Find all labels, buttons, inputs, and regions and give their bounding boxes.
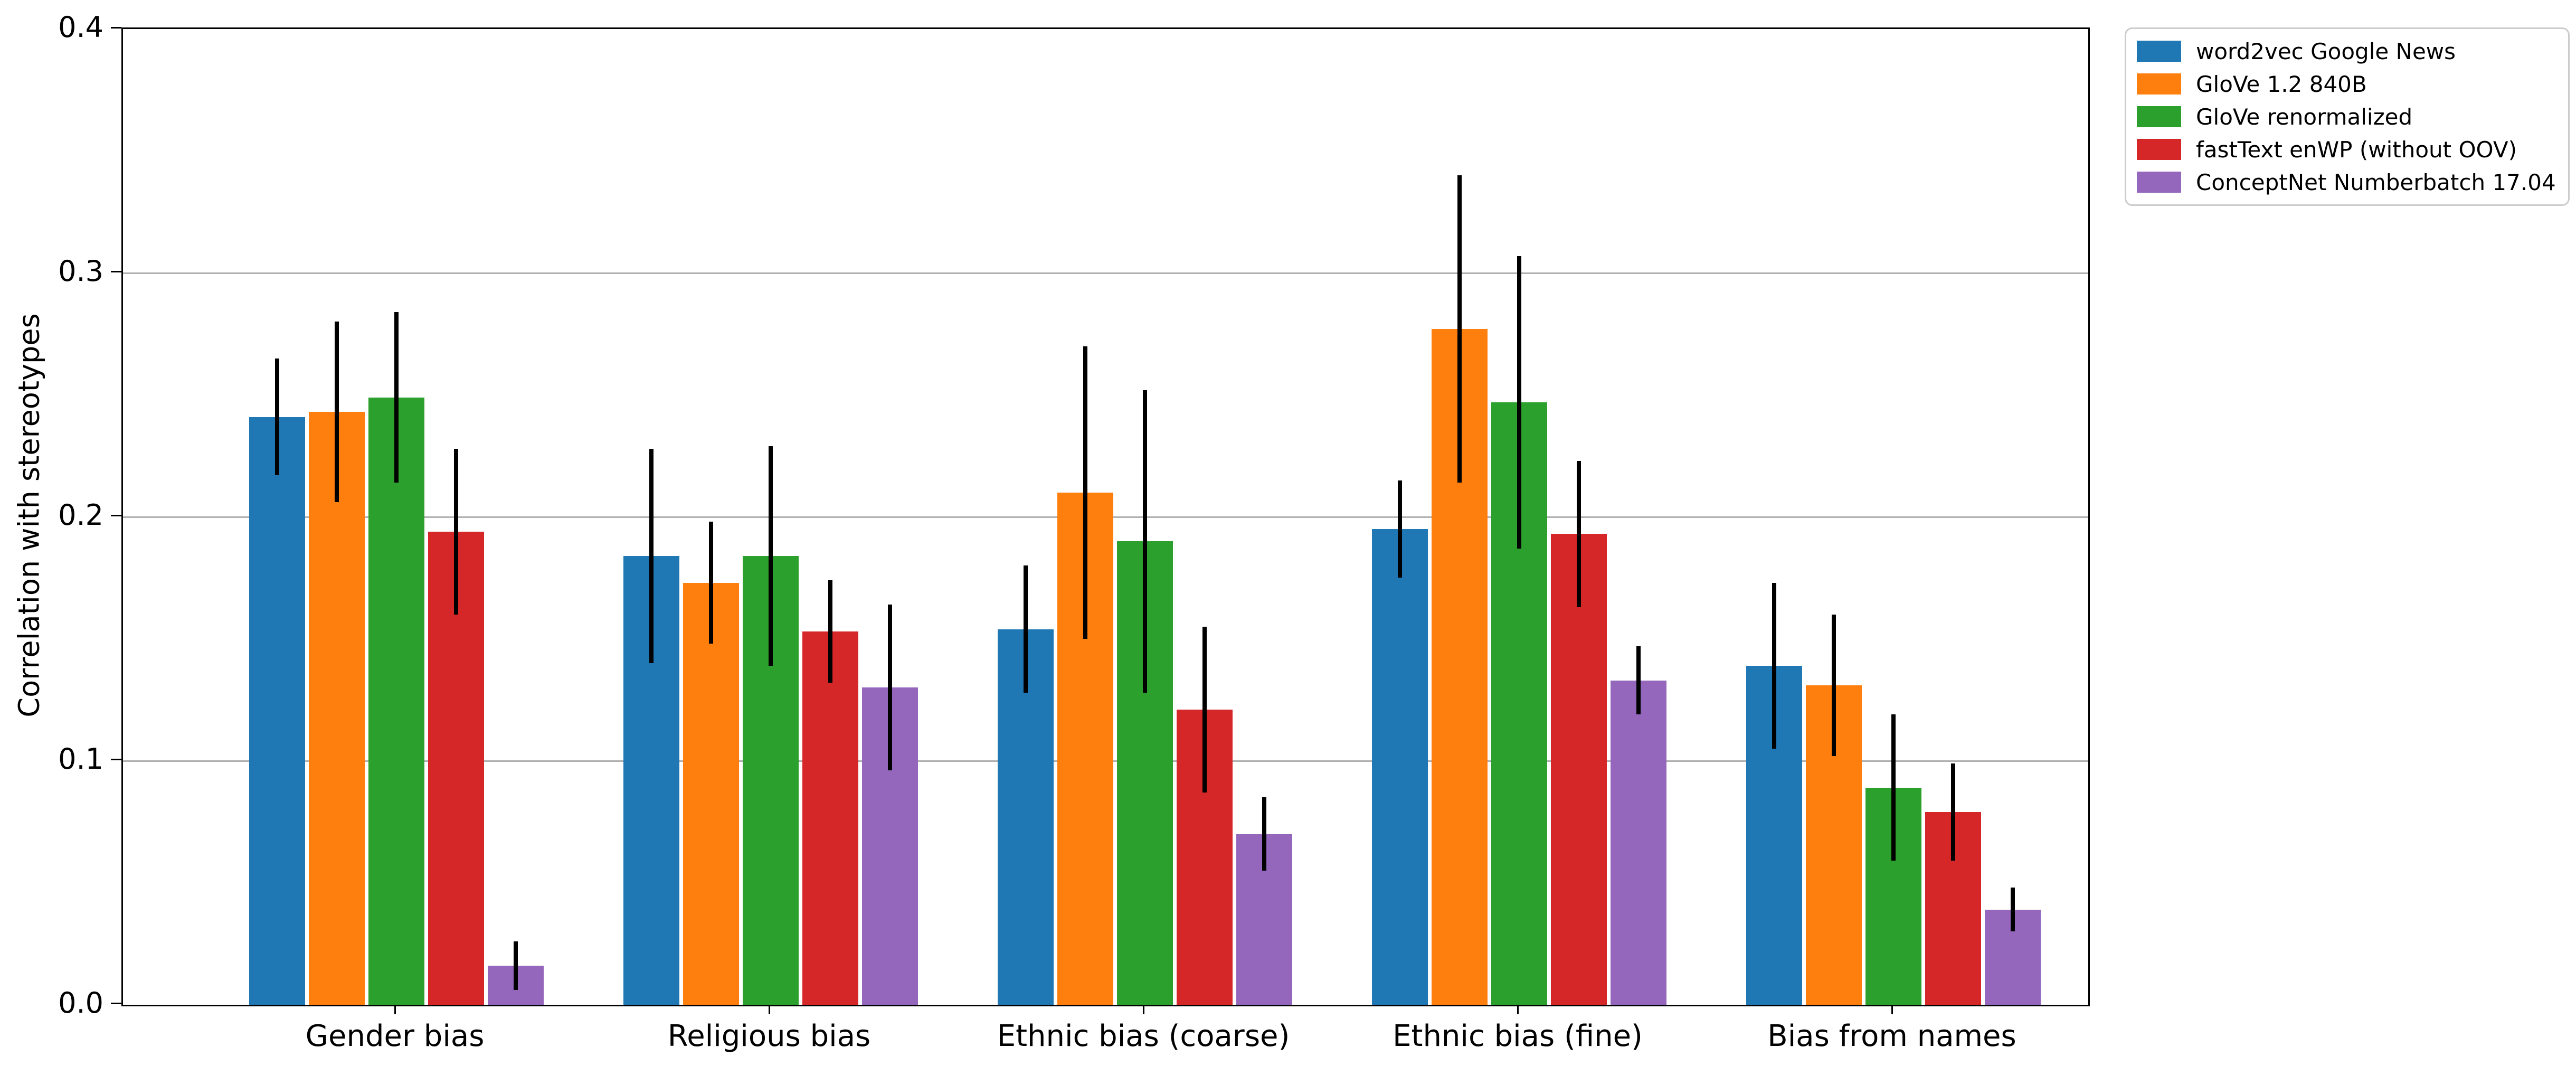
error-bar <box>2011 888 2015 932</box>
x-tick-mark-1 <box>394 1005 396 1014</box>
legend-swatch-icon <box>2137 73 2181 95</box>
y-tick-label-0.1: 0.1 <box>58 742 103 776</box>
bar-word2vec-1 <box>249 417 305 1005</box>
error-bar <box>394 312 399 483</box>
error-bar <box>1083 346 1087 639</box>
error-bar <box>1262 797 1266 871</box>
bar-glove-2 <box>683 582 739 1005</box>
error-bar <box>1143 390 1147 693</box>
bar-word2vec-4 <box>1372 529 1428 1005</box>
bar-fasttext-2 <box>802 631 858 1005</box>
y-tick-label-0.2: 0.2 <box>58 498 103 532</box>
error-bar <box>1577 460 1581 607</box>
error-bar <box>1832 614 1836 756</box>
legend-swatch-icon <box>2137 106 2181 127</box>
legend-item-3: GloVe renormalized <box>2137 102 2558 131</box>
legend-swatch-icon <box>2137 139 2181 160</box>
error-bar <box>454 448 458 615</box>
legend-item-2: GloVe 1.2 840B <box>2137 69 2558 99</box>
plot-area <box>121 27 2090 1006</box>
x-tick-mark-4 <box>1517 1005 1519 1014</box>
error-bar <box>1891 714 1896 861</box>
y-tick-mark-0.2 <box>111 515 121 516</box>
legend: word2vec Google News GloVe 1.2 840B GloVe … <box>2125 27 2570 206</box>
bar-fasttext-4 <box>1551 534 1607 1005</box>
legend-item-1: word2vec Google News <box>2137 36 2558 66</box>
error-bar <box>275 358 279 476</box>
x-tick-label-5: Bias from names <box>1767 1019 2016 1053</box>
error-bar <box>828 580 832 683</box>
legend-label-3: GloVe renormalized <box>2196 103 2413 130</box>
x-tick-mark-2 <box>769 1005 770 1014</box>
y-tick-mark-0.4 <box>111 27 121 29</box>
y-tick-mark-0.1 <box>111 759 121 760</box>
bar-glove-1 <box>368 397 424 1005</box>
bar-conceptnet-4 <box>1611 680 1666 1005</box>
y-tick-mark-0.0 <box>111 1003 121 1004</box>
error-bar <box>709 522 713 644</box>
x-tick-mark-3 <box>1143 1005 1144 1014</box>
legend-label-4: fastText enWP (without OOV) <box>2196 136 2517 163</box>
error-bar <box>1202 626 1207 793</box>
x-tick-mark-5 <box>1891 1005 1893 1014</box>
legend-swatch-icon <box>2137 41 2181 62</box>
x-tick-label-4: Ethnic bias (fine) <box>1393 1019 1643 1053</box>
x-tick-label-3: Ethnic bias (coarse) <box>997 1019 1290 1053</box>
legend-item-4: fastText enWP (without OOV) <box>2137 135 2558 164</box>
legend-label-2: GloVe 1.2 840B <box>2196 71 2367 97</box>
y-tick-label-0.0: 0.0 <box>58 986 103 1020</box>
error-bar <box>1636 646 1641 715</box>
y-tick-label-0.3: 0.3 <box>58 254 103 288</box>
error-bar <box>335 322 339 503</box>
bar-glove-1 <box>309 412 365 1005</box>
error-bar <box>1772 582 1776 749</box>
y-tick-label-0.4: 0.4 <box>58 11 103 44</box>
x-tick-label-2: Religious bias <box>667 1019 871 1053</box>
legend-swatch-icon <box>2137 172 2181 193</box>
error-bar <box>1398 480 1402 578</box>
legend-item-5: ConceptNet Numberbatch 17.04 <box>2137 167 2558 197</box>
legend-label-1: word2vec Google News <box>2196 38 2456 64</box>
x-tick-label-1: Gender bias <box>305 1019 485 1053</box>
gridline-0.3 <box>123 272 2088 274</box>
legend-label-5: ConceptNet Numberbatch 17.04 <box>2196 169 2556 195</box>
error-bar <box>1517 256 1521 549</box>
error-bar <box>888 605 892 771</box>
error-bar <box>1024 565 1028 693</box>
error-bar <box>1951 763 1955 861</box>
error-bar <box>514 941 518 990</box>
y-tick-mark-0.3 <box>111 271 121 272</box>
error-bar <box>769 446 773 666</box>
error-bar <box>649 448 654 664</box>
error-bar <box>1457 175 1462 483</box>
